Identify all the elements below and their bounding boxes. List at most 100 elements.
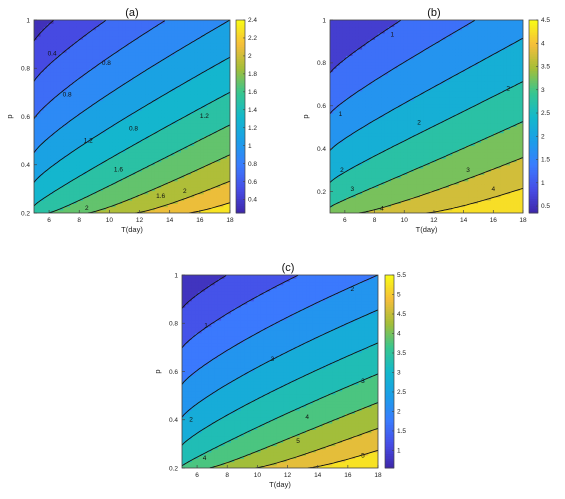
contour-label: 3	[466, 167, 470, 174]
contour-line-3	[34, 20, 230, 154]
contour-line-1	[182, 275, 299, 349]
contour-label: 0.8	[102, 60, 111, 67]
contour-label: 4	[380, 205, 384, 212]
contour-fill	[330, 20, 523, 213]
panel-title: (c)	[282, 262, 295, 274]
colorbar-tick-label: 2.4	[248, 17, 257, 24]
y-tick-label: 0.8	[317, 60, 326, 67]
colorbar-tick-label: 1	[248, 143, 252, 150]
colorbar-tick-label: 3	[541, 87, 545, 94]
colorbar: 1 1.5 2 2.5 3 3.5 4 4.5 5 5.5	[384, 272, 406, 469]
colorbar-tick-label: 3	[397, 370, 401, 377]
x-tick-label: 12	[430, 217, 438, 224]
x-tick-label: 8	[77, 217, 81, 224]
contour-label: 2	[417, 120, 421, 127]
contour-line-5	[358, 157, 523, 213]
contour-label: 4	[305, 414, 309, 421]
y-axis-label: p	[301, 114, 310, 118]
y-tick-label: 0.6	[169, 369, 178, 376]
contour-label: 4	[491, 186, 495, 193]
contour-line-3	[330, 81, 523, 183]
x-tick-label: 16	[490, 217, 498, 224]
colorbar-tick-label: 2	[541, 133, 545, 140]
y-tick-label: 1	[26, 17, 30, 24]
x-axis-label: T(day)	[416, 225, 438, 234]
contour-line-4	[34, 56, 230, 183]
contour-line-0	[182, 275, 227, 309]
contour-line-4	[182, 342, 378, 446]
colorbar-tick-label: 4	[397, 331, 401, 338]
y-tick-label: 0.2	[317, 189, 326, 196]
contour-label: 2	[506, 85, 510, 92]
contour-label: 0.4	[48, 50, 57, 57]
colorbar: 0.5 1 1.5 2 2.5 3 3.5 4 4.5	[528, 17, 550, 214]
contour-line-2	[182, 275, 378, 385]
y-tick-label: 0.2	[169, 465, 178, 472]
contour-line-0	[330, 20, 402, 74]
colorbar-tick-label: 5	[397, 292, 401, 299]
contour-fill	[34, 20, 230, 213]
contour-line-8	[135, 180, 230, 213]
x-tick-label: 14	[460, 217, 468, 224]
colorbar-tick-label: 3.5	[541, 64, 550, 71]
x-tick-label: 8	[225, 472, 229, 479]
contour-line-5	[182, 373, 378, 467]
contour-line-6	[48, 124, 230, 213]
contour-line-1	[330, 20, 476, 115]
colorbar-tick-label: 0.6	[248, 179, 257, 186]
x-tick-label: 14	[314, 472, 322, 479]
y-tick-label: 0.6	[21, 114, 30, 121]
colorbar-tick-label: 2	[248, 53, 252, 60]
colorbar-tick-label: 1.5	[397, 428, 406, 435]
colorbar-tick-label: 0.8	[248, 161, 257, 168]
contour-label: 0.8	[129, 125, 138, 132]
colorbar-tick-label: 2.5	[541, 110, 550, 117]
colorbar-tick-label: 1	[541, 180, 545, 187]
y-axis-label: p	[5, 114, 14, 118]
colorbar-tick-label: 0.4	[248, 197, 257, 204]
contour-line-7	[255, 427, 378, 468]
y-axis-label: p	[153, 369, 162, 373]
contour-label: 2	[351, 286, 355, 293]
colorbar-tick-label: 2	[397, 409, 401, 416]
colorbar-tick-label: 1.5	[541, 157, 550, 164]
x-tick-label: 14	[166, 217, 174, 224]
contour-label: 1.6	[114, 166, 123, 173]
y-tick-label: 0.2	[21, 210, 30, 217]
contour-label: 5	[361, 453, 365, 460]
colorbar-tick-label: 1.2	[248, 125, 257, 132]
y-tick-label: 1	[174, 272, 178, 279]
y-tick-label: 0.4	[21, 162, 30, 169]
y-tick-label: 1	[322, 17, 326, 24]
x-tick-label: 12	[136, 217, 144, 224]
colorbar-tick-label: 4	[541, 40, 545, 47]
contour-label: 1.2	[200, 113, 209, 120]
x-tick-label: 10	[254, 472, 262, 479]
contour-line-2	[34, 20, 165, 120]
contour-label: 2	[183, 188, 187, 195]
contour-line-3	[182, 309, 378, 418]
contour-label: 1.6	[156, 193, 165, 200]
contour-label: 0.8	[63, 92, 72, 99]
contour-line-0	[34, 20, 54, 42]
y-tick-label: 0.8	[21, 66, 30, 73]
colorbar-tick-label: 2.2	[248, 35, 257, 42]
contour-label: 2	[340, 167, 344, 174]
x-axis-label: T(day)	[269, 480, 291, 489]
x-tick-label: 10	[106, 217, 114, 224]
panel-title: (a)	[125, 7, 138, 19]
contour-label: 2	[189, 416, 193, 423]
x-tick-label: 16	[344, 472, 352, 479]
contour-label: 3	[350, 186, 354, 193]
contour-label: 1.2	[84, 137, 93, 144]
contour-label: 1	[391, 32, 395, 39]
contour-line-5	[34, 91, 230, 207]
contour-label: 4	[203, 455, 207, 462]
x-tick-label: 18	[374, 472, 382, 479]
colorbar-tick-label: 1.8	[248, 71, 257, 78]
contour-line-6	[426, 187, 523, 213]
